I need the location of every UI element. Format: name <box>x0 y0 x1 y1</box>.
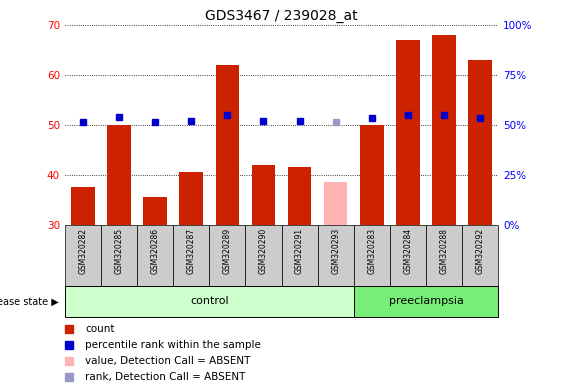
Text: percentile rank within the sample: percentile rank within the sample <box>85 340 261 350</box>
Text: GSM320286: GSM320286 <box>150 228 159 274</box>
Bar <box>282 225 318 286</box>
Bar <box>354 225 390 286</box>
Bar <box>144 197 167 225</box>
Text: GSM320283: GSM320283 <box>367 228 376 274</box>
Text: GSM320292: GSM320292 <box>476 228 485 274</box>
Bar <box>65 225 101 286</box>
Bar <box>101 225 137 286</box>
Text: GSM320282: GSM320282 <box>78 228 87 274</box>
Text: count: count <box>85 324 114 334</box>
Bar <box>288 167 311 225</box>
Text: GSM320293: GSM320293 <box>331 228 340 274</box>
Bar <box>65 286 354 317</box>
Bar <box>180 172 203 225</box>
Text: GSM320290: GSM320290 <box>259 228 268 274</box>
Text: preeclampsia: preeclampsia <box>388 296 463 306</box>
Bar <box>173 225 209 286</box>
Text: control: control <box>190 296 229 306</box>
Bar <box>216 65 239 225</box>
Bar <box>107 125 131 225</box>
Bar <box>252 165 275 225</box>
Text: rank, Detection Call = ABSENT: rank, Detection Call = ABSENT <box>85 372 245 382</box>
Bar <box>137 225 173 286</box>
Text: GSM320289: GSM320289 <box>223 228 232 274</box>
Text: GSM320284: GSM320284 <box>404 228 413 274</box>
Bar <box>432 35 456 225</box>
Bar <box>468 60 492 225</box>
Text: GSM320288: GSM320288 <box>440 228 449 274</box>
Bar <box>324 182 347 225</box>
Bar <box>390 225 426 286</box>
Bar <box>426 225 462 286</box>
Bar <box>354 286 498 317</box>
Text: value, Detection Call = ABSENT: value, Detection Call = ABSENT <box>85 356 251 366</box>
Bar <box>71 187 95 225</box>
Bar <box>245 225 282 286</box>
Bar <box>318 225 354 286</box>
Text: GSM320285: GSM320285 <box>114 228 123 274</box>
Text: GSM320287: GSM320287 <box>187 228 196 274</box>
Bar <box>462 225 498 286</box>
Bar <box>396 40 419 225</box>
Title: GDS3467 / 239028_at: GDS3467 / 239028_at <box>205 8 358 23</box>
Text: GSM320291: GSM320291 <box>295 228 304 274</box>
Bar <box>209 225 245 286</box>
Bar <box>360 125 383 225</box>
Text: disease state ▶: disease state ▶ <box>0 296 59 306</box>
